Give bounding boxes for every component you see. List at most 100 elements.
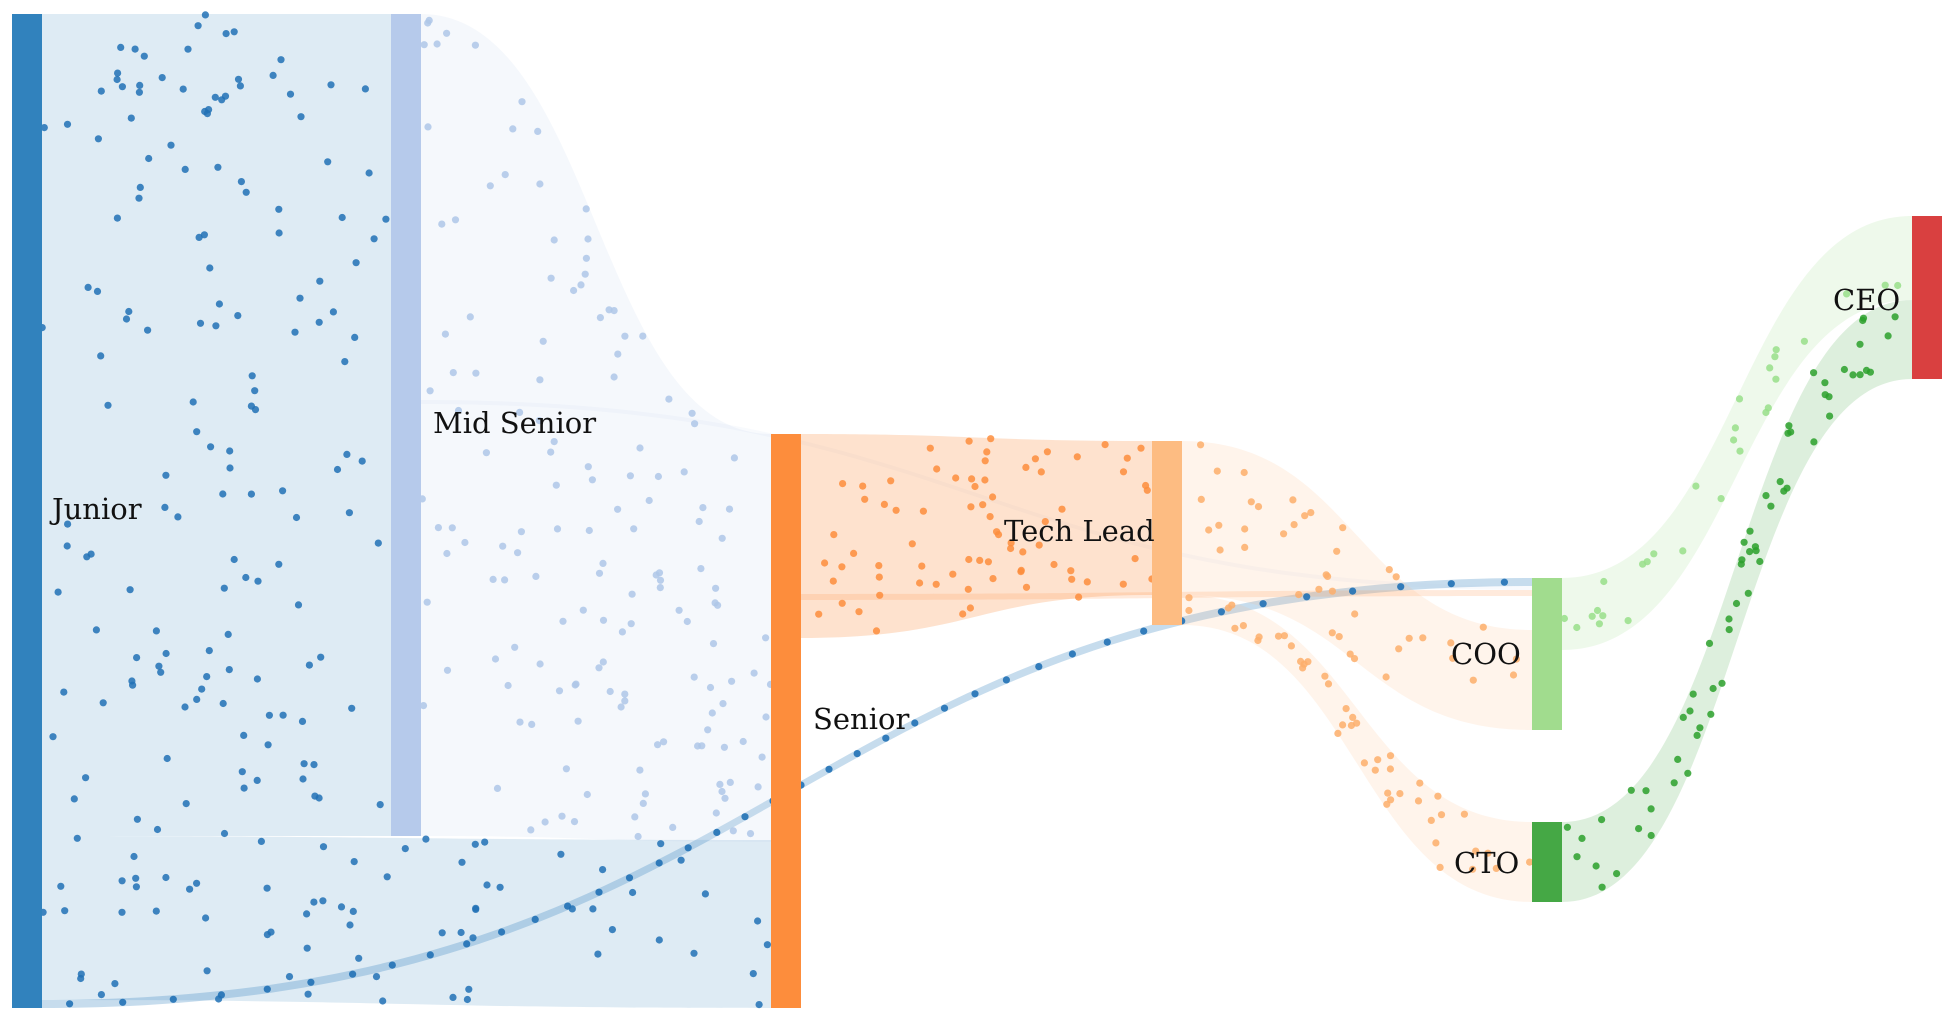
particle-dot	[1573, 623, 1581, 632]
particle-dot	[1101, 441, 1109, 449]
particle-dot	[466, 313, 474, 321]
particle-dot	[481, 838, 489, 846]
particle-dot	[291, 328, 299, 336]
particle-dot	[1434, 792, 1442, 800]
particle-dot	[157, 668, 165, 676]
particle-dot	[299, 775, 307, 783]
particle-dot	[184, 45, 192, 53]
particle-dot	[64, 520, 72, 528]
particle-dot	[749, 970, 757, 978]
particle-dot	[1600, 577, 1608, 586]
particle-dot	[1131, 555, 1139, 563]
particle-dot	[952, 474, 960, 482]
particle-dot	[337, 903, 346, 911]
particle-dot	[426, 387, 434, 395]
particle-dot	[501, 576, 509, 584]
particle-dot	[97, 352, 105, 360]
particle-dot	[608, 926, 617, 934]
particle-dot	[1772, 375, 1780, 383]
particle-dot	[1784, 429, 1792, 437]
particle-dot	[1350, 655, 1359, 663]
particle-dot	[875, 573, 883, 581]
particle-dot	[531, 915, 539, 924]
particles-layer	[38, 11, 1902, 1009]
particle-dot	[63, 542, 71, 550]
particle-dot	[610, 307, 618, 315]
particle-dot	[152, 627, 160, 635]
particle-dot	[383, 873, 391, 881]
particle-dot	[1627, 786, 1635, 794]
particle-dot	[1213, 467, 1221, 475]
particle-dot	[240, 784, 248, 792]
particle-dot	[489, 575, 497, 584]
particle-dot	[60, 688, 68, 696]
particle-dot	[595, 888, 603, 896]
particle-dot	[441, 330, 449, 338]
particle-dot	[595, 569, 604, 577]
particle-dot	[1707, 710, 1715, 718]
particle-dot	[200, 231, 208, 239]
particle-dot	[247, 402, 255, 410]
particle-dot	[1735, 395, 1744, 403]
particle-dot	[518, 98, 526, 106]
particle-dot	[1509, 671, 1518, 679]
particle-dot	[1650, 550, 1658, 558]
particle-dot	[82, 774, 90, 782]
particle-dot	[242, 573, 250, 582]
particle-dot	[712, 809, 720, 817]
particle-dot	[355, 954, 363, 962]
particle-dot	[1383, 800, 1391, 808]
particle-dot	[482, 449, 490, 457]
particle-dot	[136, 81, 144, 89]
particle-dot	[830, 531, 838, 539]
particle-dot	[1215, 521, 1223, 529]
particle-dot	[588, 476, 597, 484]
particle-dot	[517, 528, 526, 536]
particle-dot	[741, 813, 749, 821]
particle-dot	[584, 463, 592, 471]
particle-dot	[419, 702, 428, 710]
particle-dot	[570, 286, 578, 295]
particle-dot	[114, 69, 122, 77]
particle-dot	[310, 761, 318, 769]
particle-dot	[117, 43, 125, 52]
particle-dot	[1595, 620, 1603, 628]
particle-dot	[1073, 453, 1081, 461]
particle-dot	[140, 52, 148, 60]
particle-dot	[1766, 364, 1774, 372]
particle-dot	[303, 944, 311, 952]
particle-dot	[728, 677, 736, 685]
particle-dot	[443, 549, 451, 558]
particle-dot	[1891, 313, 1899, 321]
particle-dot	[1856, 371, 1864, 379]
particle-dot	[516, 408, 524, 416]
particle-dot	[1744, 589, 1752, 597]
particle-dot	[493, 784, 502, 793]
particle-dot	[1037, 468, 1045, 476]
particle-dot	[1725, 615, 1733, 623]
particle-dot	[1185, 594, 1193, 602]
particle-dot	[571, 681, 579, 689]
particle-dot	[1593, 606, 1602, 615]
particle-dot	[1767, 502, 1775, 510]
particle-dot	[872, 627, 881, 635]
particle-dot	[1197, 495, 1205, 503]
particle-dot	[203, 673, 211, 681]
particle-dot	[887, 477, 895, 485]
particle-dot	[1862, 366, 1871, 374]
particle-dot	[1738, 556, 1746, 564]
particle-dot	[621, 697, 629, 705]
particle-dot	[1599, 612, 1607, 620]
particle-dot	[1800, 337, 1808, 345]
particle-dot	[1849, 371, 1857, 379]
particle-dot	[1303, 593, 1311, 601]
node-label-cto: CTO	[1454, 846, 1519, 880]
particle-dot	[1731, 424, 1739, 432]
particle-dot	[226, 447, 234, 455]
particle-dot	[1324, 572, 1332, 581]
particle-dot	[97, 87, 105, 95]
particle-dot	[1386, 765, 1394, 773]
particle-dot	[1289, 496, 1297, 504]
particle-dot	[665, 395, 673, 403]
particle-dot	[838, 563, 846, 571]
